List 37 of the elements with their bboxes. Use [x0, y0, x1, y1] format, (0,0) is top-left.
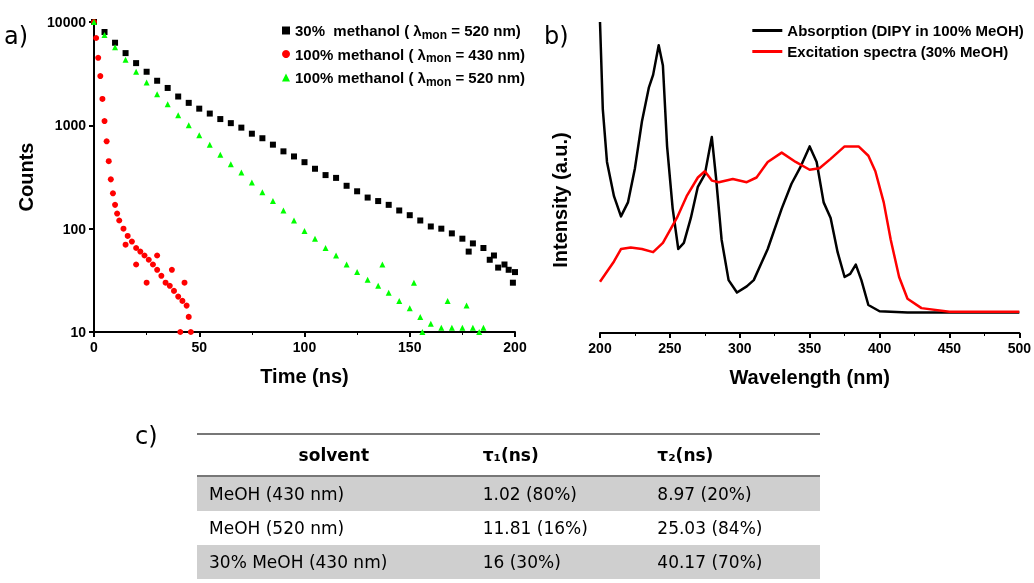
y-axis-title: Counts	[15, 142, 38, 212]
x-tick-label: 100	[292, 339, 317, 355]
text: 40.17 (70%)	[657, 552, 763, 572]
x-axis-title: Time (ns)	[260, 365, 349, 387]
text: 1.02 (80%)	[482, 484, 577, 504]
category-label: solvent	[197, 434, 471, 476]
x-tick-label: 300	[728, 340, 752, 356]
text: a)	[4, 22, 29, 50]
text: 25.03 (84%)	[657, 518, 763, 538]
text: 8.97 (20%)	[657, 484, 752, 504]
text: 30% MeOH (430 nm)	[209, 552, 388, 572]
x-tick-label: 50	[191, 339, 208, 355]
x-tick-label: 150	[398, 339, 422, 355]
x-axis-title: Wavelength (nm)	[729, 366, 890, 388]
x-tick-label: 200	[503, 339, 527, 355]
y-tick-label: 1000	[54, 117, 87, 134]
x-tick-label: 0	[90, 339, 99, 355]
legend-label: Excitation spectra (30% MeOH)	[787, 43, 1009, 60]
y-tick-label: 10	[70, 324, 87, 340]
y-tick-label: 10000	[47, 14, 87, 30]
text: MeOH (430 nm)	[209, 484, 345, 504]
text: b)	[544, 22, 569, 50]
text: c)	[135, 422, 158, 450]
x-tick-label: 400	[867, 340, 892, 356]
x-tick-label: 450	[937, 340, 962, 356]
x-tick-label: 250	[658, 340, 682, 356]
text: MeOH (520 nm)	[209, 518, 345, 538]
text: 16 (30%)	[482, 552, 561, 572]
legend-label: Absorption (DIPY in 100% MeOH)	[787, 22, 1024, 39]
category-label: τ₂(ns)	[645, 434, 820, 476]
text: 11.81 (16%)	[482, 518, 588, 538]
x-tick-label: 350	[797, 340, 822, 356]
y-axis-title: Intensity (a.u.)	[549, 132, 571, 268]
category-label: τ₁(ns)	[470, 434, 646, 476]
y-tick-label: 100	[62, 220, 87, 237]
x-tick-label: 200	[588, 340, 612, 356]
x-tick-label: 500	[1007, 340, 1032, 356]
